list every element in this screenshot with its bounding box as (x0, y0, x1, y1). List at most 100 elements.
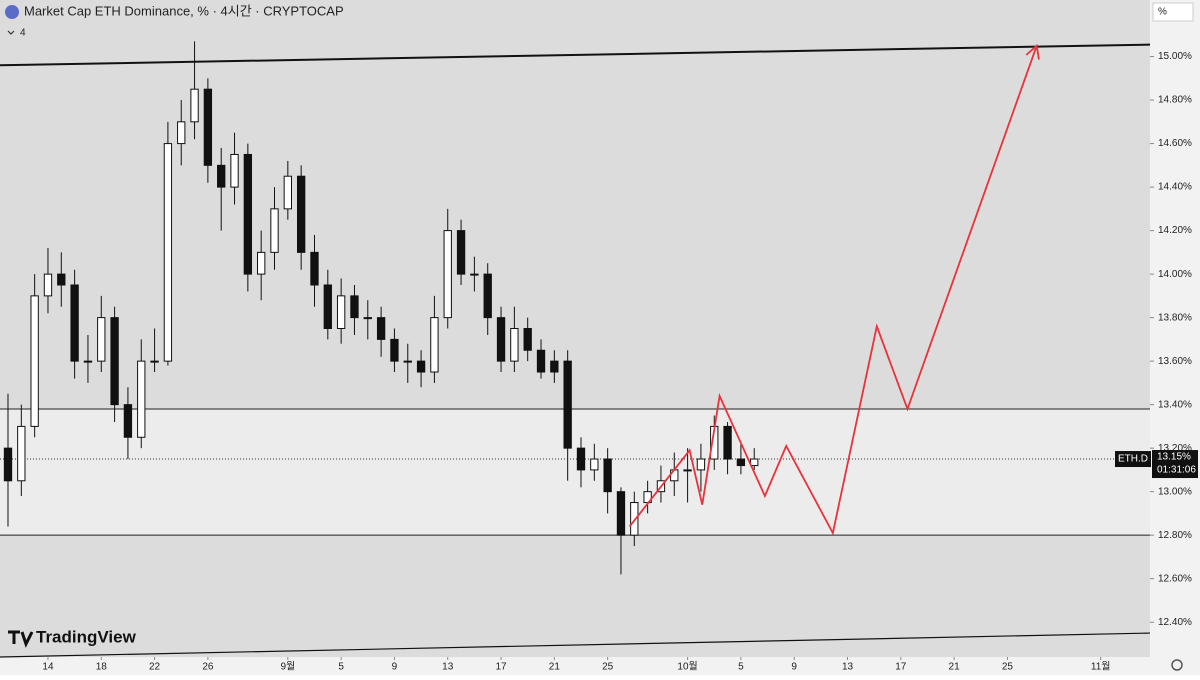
y-tick-label: 13.20% (1158, 443, 1192, 454)
candle-body (496, 317, 506, 362)
x-tick-label: 13 (842, 662, 854, 673)
candle-body (750, 458, 759, 467)
candle-body (150, 360, 159, 363)
candle-body (376, 317, 386, 340)
y-tick-label: 12.80% (1158, 530, 1192, 541)
x-tick-label: 10월 (677, 661, 697, 673)
x-tick-label: 11월 (1091, 661, 1111, 673)
candle-body (203, 88, 213, 166)
x-tick-label: 14 (42, 662, 54, 673)
candle-body (483, 273, 492, 319)
candle-body (510, 328, 519, 362)
y-tick-label: 14.40% (1158, 182, 1192, 193)
x-tick-label: 18 (96, 662, 108, 673)
candle-body (670, 469, 679, 482)
candle-body (536, 349, 546, 373)
candle-body (696, 458, 706, 471)
candle-body (470, 273, 479, 276)
arrow-head (1025, 43, 1040, 60)
candle-body (456, 230, 466, 275)
candle-body (190, 88, 199, 123)
y-tick-label: 13.00% (1158, 486, 1192, 497)
candle-body (110, 317, 119, 406)
zone (0, 408, 1150, 536)
indicator-count[interactable]: 4 (20, 28, 26, 39)
settings-icon[interactable] (1171, 659, 1183, 671)
x-tick-label: 25 (602, 662, 614, 673)
candle-body (390, 338, 399, 362)
countdown: 01:31:06 (1157, 465, 1196, 476)
collapse-icon[interactable] (7, 30, 15, 35)
candle-body (363, 317, 372, 320)
y-tick-label: 13.40% (1158, 399, 1192, 410)
y-tick-label: 15.00% (1158, 51, 1192, 62)
y-tick-label: 14.20% (1158, 225, 1192, 236)
x-tick-label: 5 (738, 662, 744, 673)
candle-body (430, 317, 439, 373)
candle-body (83, 360, 93, 363)
y-tick-label: 14.00% (1158, 269, 1192, 280)
candle-body (323, 284, 332, 329)
candle-body (630, 502, 639, 536)
x-tick-label: 26 (202, 662, 214, 673)
candle-body (177, 121, 186, 145)
candle-body (550, 360, 559, 373)
x-tick-label: 9월 (280, 661, 295, 673)
y-tick-label: 14.80% (1158, 95, 1192, 106)
candle-body (350, 295, 359, 319)
scale-button-bg[interactable] (1152, 2, 1194, 22)
y-tick-label: 12.60% (1158, 573, 1192, 584)
candle-body (283, 175, 292, 210)
x-tick-label: 17 (495, 662, 507, 673)
candle-body (137, 360, 146, 438)
candle-body (310, 251, 319, 286)
candle-body (590, 458, 599, 471)
logo-icon (8, 630, 34, 648)
y-tick-label: 14.60% (1158, 138, 1192, 149)
candle-body (3, 447, 13, 482)
symbol-icon (5, 5, 19, 19)
candle-body (17, 425, 26, 482)
candle-body (230, 153, 239, 188)
x-tick-label: 17 (895, 662, 907, 673)
candle-body (336, 295, 346, 330)
candle-body (257, 251, 266, 275)
plot (0, 41, 1151, 658)
candle-body (416, 360, 426, 373)
plot-bg (0, 0, 1150, 657)
candle-body (43, 273, 53, 297)
candle-body (683, 469, 692, 472)
candle-body (70, 284, 79, 362)
candle-body (243, 153, 253, 275)
candle-body (616, 491, 626, 536)
candle-body (723, 425, 732, 460)
scale-button[interactable]: % (1158, 7, 1167, 18)
x-tick-label: 22 (149, 662, 161, 673)
x-tick-label: 13 (442, 662, 454, 673)
chart-title: Market Cap ETH Dominance, % · 4시간 · CRYP… (24, 3, 344, 18)
candle-body (603, 458, 612, 493)
candle-body (270, 208, 279, 253)
price-tag: 13.15% (1157, 452, 1191, 463)
price-axis-bg (1150, 0, 1200, 675)
x-tick-label: 21 (549, 662, 561, 673)
candle-body (736, 458, 746, 467)
x-tick-label: 25 (1002, 662, 1014, 673)
candle-body (123, 404, 133, 438)
candle-body (443, 230, 452, 319)
candle-body (97, 317, 106, 362)
symbol-tag: ETH.D (1118, 454, 1148, 465)
time-axis-bg (0, 657, 1150, 675)
x-tick-label: 9 (392, 662, 398, 673)
logo: TradingView (36, 627, 137, 646)
candle-body (217, 164, 226, 188)
x-tick-label: 9 (791, 662, 797, 673)
candle-body (403, 360, 412, 363)
symbol-tag-bg (1115, 451, 1151, 468)
projection-path (628, 45, 1038, 536)
y-tick-label: 13.80% (1158, 312, 1192, 323)
candle-body (296, 175, 306, 253)
candle-body (163, 143, 173, 362)
